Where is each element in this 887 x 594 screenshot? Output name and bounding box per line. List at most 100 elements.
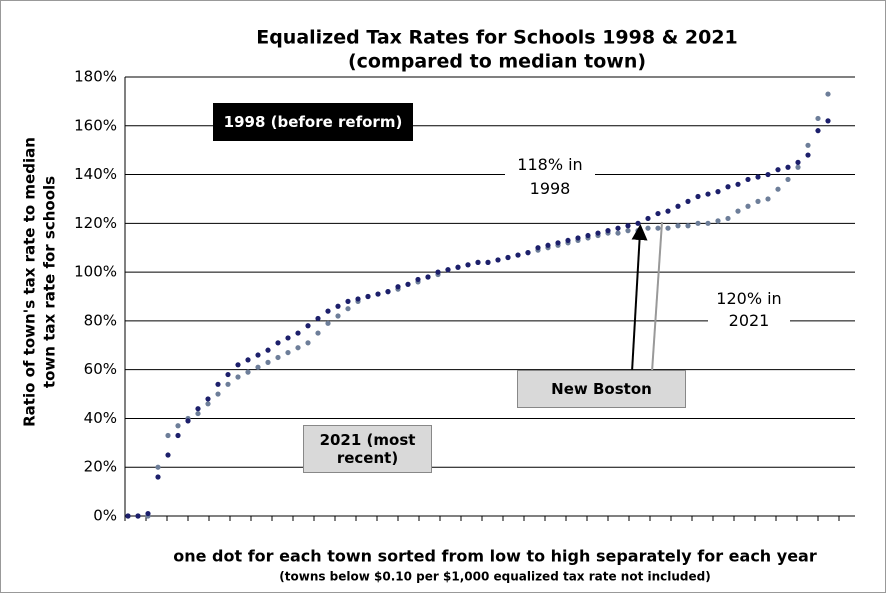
dot — [245, 369, 251, 375]
dot — [325, 308, 331, 314]
dot — [555, 240, 561, 246]
dot — [135, 513, 141, 519]
dot — [235, 374, 241, 380]
y-axis-label: Ratio of town's tax rate to median — [21, 137, 39, 427]
y-tick-label: 140% — [74, 165, 117, 183]
dot — [335, 303, 341, 309]
arrow — [631, 224, 648, 373]
y-axis-label: town tax rate for schools — [41, 176, 59, 388]
y-tick-label: 60% — [84, 360, 117, 378]
y-tick-label: 20% — [84, 458, 117, 476]
dot — [235, 362, 241, 368]
annotation-2021: 120% in 2021 — [708, 288, 790, 332]
x-axis-label: one dot for each town sorted from low to… — [173, 547, 817, 566]
dot — [185, 418, 191, 424]
dot — [505, 254, 511, 261]
dot — [435, 269, 441, 275]
dot — [385, 289, 391, 295]
dot — [165, 452, 171, 458]
dot — [695, 193, 701, 200]
dot — [285, 335, 291, 341]
dot — [595, 230, 601, 236]
dot — [775, 186, 781, 192]
dot — [225, 381, 231, 387]
dot — [365, 293, 371, 300]
label-1998: 1998 (before reform) — [213, 103, 413, 141]
dot — [625, 228, 631, 234]
dot — [315, 315, 321, 322]
dot — [625, 223, 631, 229]
dot — [535, 245, 541, 251]
dot — [305, 323, 311, 329]
dot — [655, 225, 661, 231]
dot — [175, 432, 181, 439]
dot — [575, 235, 581, 241]
dot — [265, 359, 271, 365]
dot — [195, 406, 201, 412]
dot — [545, 242, 551, 248]
dot — [765, 196, 771, 202]
y-tick-label: 120% — [74, 214, 117, 232]
dot — [735, 208, 741, 214]
dot — [455, 264, 461, 270]
dot — [245, 357, 251, 363]
dot — [295, 330, 301, 336]
dot — [665, 225, 671, 231]
dot — [635, 220, 641, 226]
footnote: (towns below $0.10 per $1,000 equalized … — [279, 570, 710, 584]
dot — [395, 284, 401, 290]
dot — [705, 191, 711, 197]
y-tick-label: 160% — [74, 116, 117, 134]
dot — [485, 259, 491, 265]
dot — [665, 208, 671, 214]
dot — [195, 410, 201, 417]
dot — [615, 230, 621, 236]
dot — [715, 189, 721, 195]
dot — [125, 513, 131, 519]
arrow — [651, 221, 663, 373]
dot — [345, 298, 351, 304]
dot — [775, 167, 781, 173]
dot — [345, 306, 351, 312]
dot — [685, 223, 691, 229]
dot — [655, 210, 661, 217]
chart-title: (compared to median town) — [348, 51, 646, 73]
dot — [805, 152, 811, 158]
dot — [215, 381, 221, 387]
dot — [215, 391, 221, 397]
dot — [375, 291, 381, 297]
dot — [155, 464, 161, 470]
dot — [475, 259, 481, 265]
dot — [825, 91, 831, 97]
dot — [155, 474, 161, 480]
dot — [615, 225, 621, 231]
chart-title: Equalized Tax Rates for Schools 1998 & 2… — [256, 27, 738, 49]
dot — [685, 198, 691, 204]
dot — [795, 164, 801, 170]
dot — [815, 128, 821, 134]
dot — [725, 184, 731, 190]
dot — [355, 296, 361, 302]
dot — [565, 237, 571, 244]
dot — [225, 371, 231, 378]
dot — [705, 220, 711, 226]
dot — [825, 118, 831, 124]
dot — [275, 340, 281, 346]
dot — [285, 349, 291, 356]
dot — [585, 232, 591, 239]
dot — [785, 164, 791, 170]
y-tick-label: 0% — [93, 507, 117, 525]
dot — [275, 354, 281, 361]
dot — [645, 225, 651, 231]
dot — [265, 347, 271, 353]
dot — [695, 220, 701, 226]
dot — [675, 223, 681, 229]
dot — [745, 203, 751, 209]
dot — [465, 262, 471, 268]
y-tick-label: 80% — [84, 311, 117, 329]
y-tick-label: 40% — [84, 409, 117, 427]
y-tick-label: 180% — [74, 68, 117, 86]
dot — [305, 340, 311, 346]
dot — [255, 364, 261, 370]
